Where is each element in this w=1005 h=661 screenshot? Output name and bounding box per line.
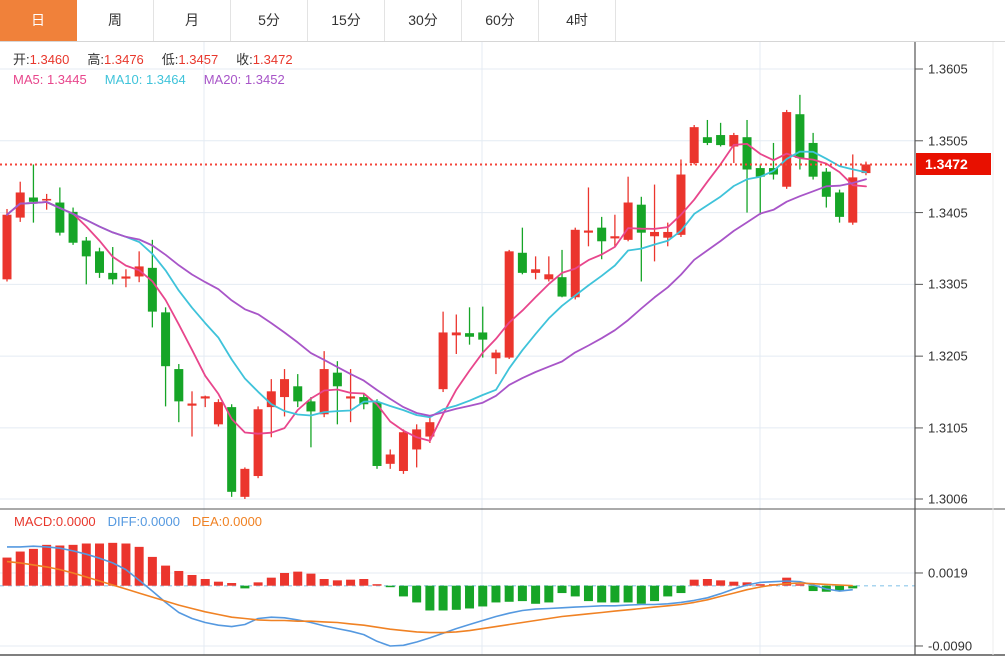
price-axis-label: 1.3205	[928, 348, 968, 364]
low-pair: 低:1.3457	[162, 49, 218, 68]
ma10-pair: MA10: 1.3464	[105, 72, 186, 87]
macd-axis-label: 0.0019	[928, 565, 968, 581]
timeframe-tab-bar: 日周月 5分 15分 30分 60分 4时	[0, 0, 1005, 42]
ma20-value: 1.3452	[244, 72, 285, 87]
macd-axis-label: -0.0090	[928, 638, 973, 654]
close-pair: 收:1.3472	[236, 49, 292, 68]
tab-bar-filler	[616, 0, 1005, 41]
price-axis-label: 1.3405	[928, 205, 968, 221]
macd-pair: MACD:0.0000	[14, 514, 96, 529]
ma10-value: 1.3464	[145, 72, 186, 87]
price-axis-label: 1.3006	[928, 491, 968, 507]
tab-15min[interactable]: 15分	[308, 0, 385, 41]
close-label: 收:	[236, 52, 253, 67]
open-label: 开:	[13, 52, 30, 67]
ma5-value: 1.3445	[46, 72, 87, 87]
open-pair: 开:1.3460	[13, 49, 69, 68]
price-axis-label: 1.3605	[928, 61, 968, 77]
macd-label: MACD:	[14, 514, 56, 529]
tab-4hour[interactable]: 4时	[539, 0, 616, 41]
tab-60min[interactable]: 60分	[462, 0, 539, 41]
price-axis-label: 1.3305	[928, 276, 968, 292]
diff-value: 0.0000	[140, 514, 180, 529]
ma-legend: MA5: 1.3445 MA10: 1.3464 MA20: 1.3452	[13, 72, 285, 87]
high-label: 高:	[87, 52, 105, 67]
dea-value: 0.0000	[222, 514, 263, 529]
tab-week[interactable]: 周	[77, 0, 154, 41]
tab-day[interactable]: 日	[0, 0, 77, 41]
tab-5min[interactable]: 5分	[231, 0, 308, 41]
dea-label: DEA:	[191, 514, 223, 529]
ma20-pair: MA20: 1.3452	[204, 72, 285, 87]
ma20-label: MA20:	[203, 72, 242, 87]
price-axis-label: 1.3105	[928, 420, 968, 436]
ma5-pair: MA5: 1.3445	[13, 72, 87, 87]
high-pair: 高:1.3476	[87, 49, 143, 68]
close-value: 1.3472	[252, 52, 293, 67]
macd-legend: MACD:0.0000 DIFF:0.0000 DEA:0.0000	[14, 514, 262, 529]
diff-pair: DIFF:0.0000	[108, 514, 180, 529]
tab-month[interactable]: 月	[154, 0, 231, 41]
open-value: 1.3460	[29, 52, 70, 67]
low-label: 低:	[161, 52, 179, 67]
tab-30min[interactable]: 30分	[385, 0, 462, 41]
current-price-tag: 1.3472	[916, 153, 991, 175]
diff-label: DIFF:	[107, 514, 141, 529]
price-axis-label: 1.3505	[928, 133, 968, 149]
macd-value: 0.0000	[55, 514, 96, 529]
dea-pair: DEA:0.0000	[192, 514, 262, 529]
high-value: 1.3476	[104, 52, 144, 67]
ma5-label: MA5:	[13, 72, 44, 87]
ma10-label: MA10:	[104, 72, 143, 87]
low-value: 1.3457	[178, 52, 219, 67]
ohlc-legend: 开:1.3460 高:1.3476 低:1.3457 收:1.3472	[13, 49, 293, 68]
